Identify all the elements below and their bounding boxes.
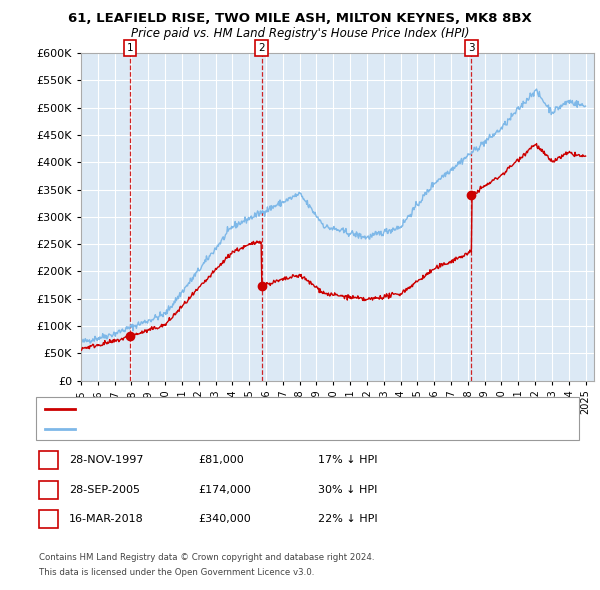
Text: 22% ↓ HPI: 22% ↓ HPI — [318, 514, 377, 524]
Text: HPI: Average price, detached house, Milton Keynes: HPI: Average price, detached house, Milt… — [81, 424, 323, 434]
Text: Contains HM Land Registry data © Crown copyright and database right 2024.: Contains HM Land Registry data © Crown c… — [39, 553, 374, 562]
Text: This data is licensed under the Open Government Licence v3.0.: This data is licensed under the Open Gov… — [39, 568, 314, 577]
Text: 28-NOV-1997: 28-NOV-1997 — [69, 455, 143, 465]
Text: 1: 1 — [127, 42, 133, 53]
Text: 1: 1 — [45, 455, 52, 465]
Text: 17% ↓ HPI: 17% ↓ HPI — [318, 455, 377, 465]
Text: 28-SEP-2005: 28-SEP-2005 — [69, 485, 140, 494]
Text: £340,000: £340,000 — [198, 514, 251, 524]
Text: 16-MAR-2018: 16-MAR-2018 — [69, 514, 144, 524]
Text: 30% ↓ HPI: 30% ↓ HPI — [318, 485, 377, 494]
Text: 2: 2 — [259, 42, 265, 53]
Text: 2: 2 — [45, 485, 52, 494]
Text: £81,000: £81,000 — [198, 455, 244, 465]
Text: 61, LEAFIELD RISE, TWO MILE ASH, MILTON KEYNES, MK8 8BX (detached house): 61, LEAFIELD RISE, TWO MILE ASH, MILTON … — [81, 405, 459, 414]
Text: £174,000: £174,000 — [198, 485, 251, 494]
Text: 3: 3 — [468, 42, 475, 53]
Text: 3: 3 — [45, 514, 52, 524]
Text: Price paid vs. HM Land Registry's House Price Index (HPI): Price paid vs. HM Land Registry's House … — [131, 27, 469, 40]
Text: 61, LEAFIELD RISE, TWO MILE ASH, MILTON KEYNES, MK8 8BX: 61, LEAFIELD RISE, TWO MILE ASH, MILTON … — [68, 12, 532, 25]
